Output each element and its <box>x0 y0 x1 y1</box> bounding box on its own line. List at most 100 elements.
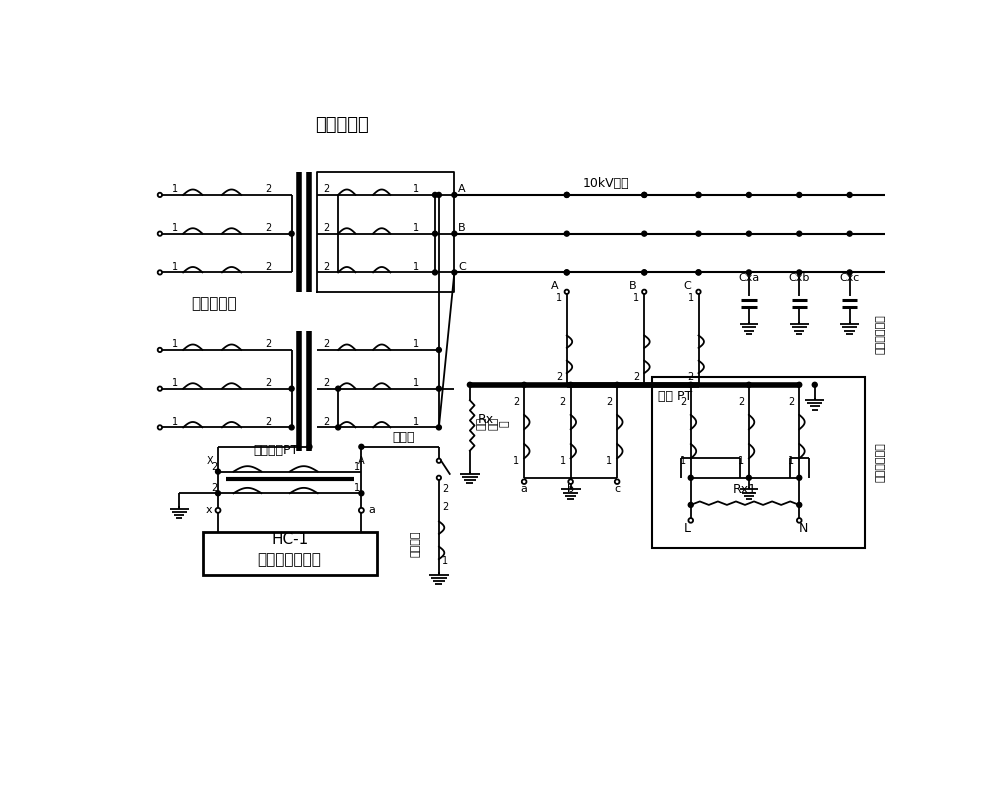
Text: X: X <box>207 456 214 465</box>
Circle shape <box>467 382 472 387</box>
Text: 1: 1 <box>413 262 419 271</box>
Text: 2: 2 <box>265 262 272 271</box>
Text: 线路对地电容: 线路对地电容 <box>876 314 886 354</box>
Text: 1: 1 <box>413 378 419 388</box>
Text: A: A <box>458 184 466 194</box>
Circle shape <box>359 490 364 496</box>
Text: 2: 2 <box>556 372 562 382</box>
Text: x: x <box>205 505 212 516</box>
FancyBboxPatch shape <box>202 532 377 574</box>
Circle shape <box>289 386 294 391</box>
Text: 2: 2 <box>633 372 640 382</box>
Circle shape <box>565 289 569 294</box>
Circle shape <box>433 270 437 275</box>
Text: b: b <box>567 485 574 494</box>
Text: Cxc: Cxc <box>840 273 860 283</box>
Text: 接地变压器: 接地变压器 <box>191 296 237 311</box>
Circle shape <box>336 425 341 430</box>
Circle shape <box>642 270 647 275</box>
Circle shape <box>642 289 646 294</box>
Circle shape <box>746 382 751 387</box>
Circle shape <box>642 270 647 275</box>
Circle shape <box>289 231 294 236</box>
Text: 2: 2 <box>788 397 795 407</box>
Circle shape <box>564 270 569 275</box>
Circle shape <box>158 232 162 236</box>
Circle shape <box>158 347 162 352</box>
Circle shape <box>688 382 693 387</box>
Text: Cxb: Cxb <box>789 273 810 283</box>
Circle shape <box>564 192 569 197</box>
Text: c: c <box>614 485 620 494</box>
Text: 1: 1 <box>680 456 686 465</box>
Text: 1: 1 <box>413 223 419 233</box>
Text: 电容电流测试仪: 电容电流测试仪 <box>258 552 322 566</box>
Circle shape <box>522 382 527 387</box>
Text: 1: 1 <box>738 456 744 465</box>
Circle shape <box>216 508 220 513</box>
Circle shape <box>359 508 364 513</box>
Circle shape <box>696 270 701 275</box>
Circle shape <box>847 192 852 197</box>
Text: 1: 1 <box>560 456 566 465</box>
Text: 1: 1 <box>172 417 178 427</box>
Circle shape <box>642 192 647 197</box>
Circle shape <box>289 425 294 430</box>
Text: a: a <box>521 485 528 494</box>
Text: 1: 1 <box>556 293 562 303</box>
Circle shape <box>564 192 569 197</box>
Circle shape <box>615 382 620 387</box>
Text: 1: 1 <box>442 556 448 566</box>
Text: 2: 2 <box>513 397 520 407</box>
Text: 1: 1 <box>172 262 178 271</box>
Text: 仪器配套PT: 仪器配套PT <box>254 444 299 457</box>
Circle shape <box>568 479 573 484</box>
Text: 携接点: 携接点 <box>393 431 415 444</box>
Circle shape <box>433 231 437 236</box>
Text: 母线 PT: 母线 PT <box>658 390 692 403</box>
Circle shape <box>847 270 852 275</box>
Circle shape <box>688 503 693 507</box>
Circle shape <box>642 192 647 197</box>
Text: N: N <box>798 522 808 535</box>
Text: 2: 2 <box>606 397 612 407</box>
Text: C: C <box>683 280 691 291</box>
Text: 1: 1 <box>413 339 419 349</box>
Circle shape <box>696 289 701 294</box>
Circle shape <box>452 192 457 197</box>
Text: 1: 1 <box>354 483 361 493</box>
Text: 2: 2 <box>323 262 330 271</box>
Text: 10kV母线: 10kV母线 <box>582 177 629 190</box>
Circle shape <box>696 192 701 197</box>
Circle shape <box>359 444 364 449</box>
Circle shape <box>437 459 441 463</box>
Circle shape <box>158 193 162 197</box>
Text: C: C <box>458 262 466 271</box>
Text: 2: 2 <box>738 397 744 407</box>
Text: 2: 2 <box>265 339 272 349</box>
Circle shape <box>564 270 569 275</box>
Circle shape <box>812 382 817 387</box>
Text: 2: 2 <box>442 485 448 494</box>
Circle shape <box>436 425 441 430</box>
Text: 1: 1 <box>172 223 178 233</box>
Text: 1: 1 <box>354 462 361 472</box>
Circle shape <box>216 469 220 474</box>
Text: 2: 2 <box>323 223 330 233</box>
Text: Rx: Rx <box>477 413 493 426</box>
Circle shape <box>797 503 802 507</box>
Circle shape <box>452 270 457 275</box>
Text: 2: 2 <box>323 417 330 427</box>
Text: 2: 2 <box>442 503 448 512</box>
Text: A: A <box>358 456 365 465</box>
Text: 2: 2 <box>323 378 330 388</box>
Text: 二次消谐装置: 二次消谐装置 <box>876 443 886 482</box>
Circle shape <box>642 231 647 236</box>
Text: 1: 1 <box>413 184 419 194</box>
Circle shape <box>797 518 802 523</box>
Text: 1: 1 <box>788 456 795 465</box>
Text: 1: 1 <box>606 456 612 465</box>
Circle shape <box>746 270 751 275</box>
Circle shape <box>615 479 619 484</box>
Text: 2: 2 <box>265 417 272 427</box>
